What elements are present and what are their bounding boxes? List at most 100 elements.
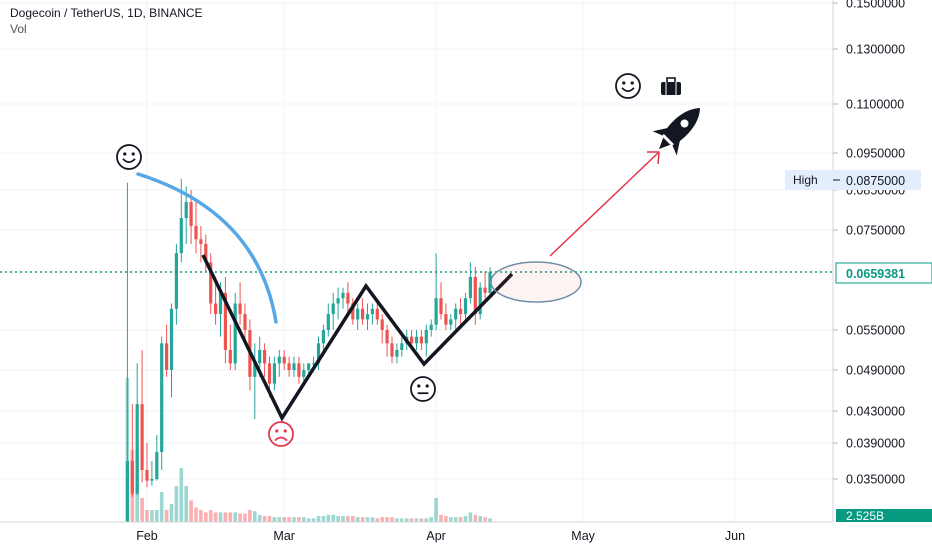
candle-body: [468, 276, 472, 299]
volume-bar: [429, 517, 433, 522]
volume-bar: [169, 504, 174, 522]
candle-body: [336, 298, 340, 304]
time-tick-label: Apr: [426, 529, 445, 543]
volume-bar: [473, 514, 478, 522]
candle-body: [130, 461, 134, 494]
candle-body: [194, 226, 198, 240]
candle-body: [424, 330, 428, 344]
candle-body: [263, 350, 267, 364]
volume-bar: [155, 510, 159, 522]
candle-body: [351, 303, 355, 320]
candle-body: [214, 303, 218, 315]
high-label: High: [793, 173, 818, 187]
volume-bar: [390, 517, 394, 522]
price-tick-label: 0.1500000: [846, 0, 905, 11]
candle-body: [169, 308, 174, 370]
candle-body: [199, 239, 203, 244]
price-tick-label: 0.0430000: [846, 405, 905, 419]
volume-bar: [306, 518, 311, 522]
candle-body: [155, 452, 159, 479]
candle-body: [429, 324, 433, 330]
price-tick-label: 0.1300000: [846, 43, 905, 57]
candle-body: [302, 370, 306, 377]
volume-bar: [341, 516, 345, 522]
candle-body: [375, 308, 379, 320]
volume-bar: [257, 514, 262, 522]
candle-body: [331, 303, 335, 315]
candle-body: [439, 298, 443, 315]
candle-body: [326, 314, 330, 330]
volume-bar: [321, 516, 326, 522]
volume-bar: [439, 514, 443, 522]
volume-bar: [253, 511, 257, 522]
chart-title: Dogecoin / TetherUS, 1D, BINANCE: [10, 6, 203, 20]
volume-bar: [360, 517, 365, 522]
candle-body: [140, 404, 144, 470]
candle-body: [258, 350, 262, 364]
candle-body: [297, 363, 301, 377]
candle-body: [243, 314, 247, 330]
volume-bar: [336, 516, 340, 522]
volume-bar: [272, 517, 277, 522]
volume-bar: [326, 514, 331, 522]
frown-emoji: [268, 421, 294, 447]
candle-body: [361, 308, 365, 320]
candle-body: [160, 343, 164, 452]
candle-body: [370, 308, 374, 315]
candle-body: [473, 276, 477, 315]
candle-body: [400, 343, 404, 350]
candle-body: [238, 303, 242, 315]
candle-body: [218, 292, 223, 315]
volume-bar: [375, 518, 380, 522]
price-tick-label: 0.0550000: [846, 324, 905, 338]
volume-value: 2.525B: [846, 509, 884, 523]
volume-bar: [311, 518, 316, 522]
price-tick-label: 0.0390000: [846, 437, 905, 451]
candle-body: [410, 336, 414, 344]
price-tick-label: 0.0750000: [846, 224, 905, 238]
volume-bar: [159, 492, 164, 522]
volume-bar: [395, 518, 399, 522]
volume-bar: [453, 517, 458, 522]
volume-bar: [483, 517, 487, 522]
candle-body: [287, 363, 291, 370]
volume-bar: [414, 518, 419, 522]
volume-bar: [194, 507, 198, 522]
price-tick-label: 0.0950000: [846, 147, 905, 161]
volume-bar: [140, 498, 144, 522]
volume-bar: [233, 512, 237, 522]
volume-bar: [204, 512, 208, 522]
volume-bar: [331, 514, 335, 522]
volume-bar: [243, 513, 247, 522]
volume-bar: [282, 517, 286, 522]
volume-bar: [208, 510, 213, 522]
candle-body: [321, 330, 325, 344]
time-scale[interactable]: Feb Mar Apr May Jun: [136, 529, 745, 543]
volume-bar: [478, 516, 482, 522]
candle-body: [125, 461, 129, 522]
volume-bar: [184, 486, 188, 522]
candle-body: [174, 253, 178, 309]
volume-bars: [125, 378, 492, 522]
price-scale[interactable]: 0.1500000 0.1300000 0.1100000 0.0950000 0.08…: [833, 0, 905, 487]
candle-body: [434, 298, 438, 325]
last-price-tag: 0.0659381: [835, 262, 932, 284]
candle-body: [459, 308, 463, 315]
time-tick-label: Jun: [725, 529, 745, 543]
volume-bar: [228, 512, 233, 522]
briefcase-icon: [661, 77, 681, 95]
candle-body: [488, 272, 492, 293]
volume-bar: [444, 516, 448, 522]
candle-body: [414, 336, 419, 344]
volume-bar: [488, 518, 492, 522]
volume-bar: [355, 517, 360, 522]
candle-body: [483, 287, 487, 293]
volume-bar: [424, 518, 429, 522]
candle-body: [463, 298, 468, 315]
candle-body: [233, 303, 237, 364]
volume-bar: [292, 517, 296, 522]
price-tick-label: 0.0490000: [846, 364, 905, 378]
volume-bar: [174, 486, 179, 522]
grid: [0, 0, 833, 522]
